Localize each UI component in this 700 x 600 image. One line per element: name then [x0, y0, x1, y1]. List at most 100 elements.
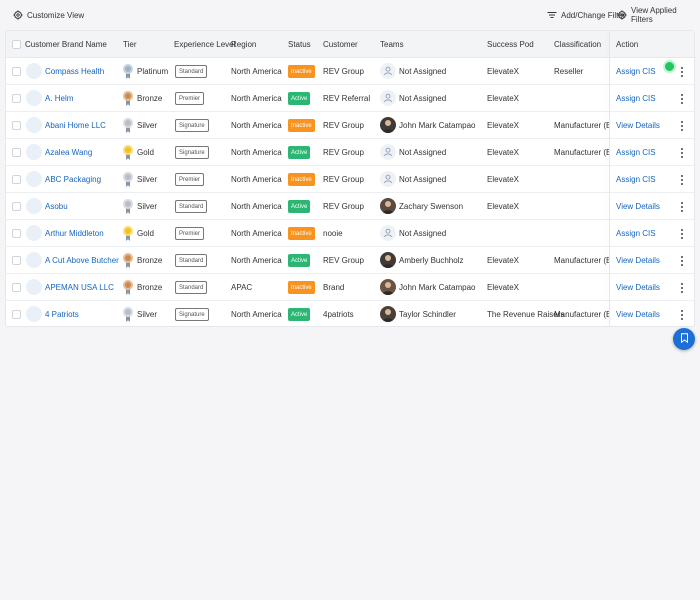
brand-name-link[interactable]: Arthur Middleton	[45, 229, 104, 238]
classification-text	[554, 220, 610, 247]
brand-name-link[interactable]: Asobu	[45, 202, 68, 211]
success-pod-text: ElevateX	[487, 202, 520, 211]
view-applied-filters-button[interactable]: View Applied Filters	[617, 6, 700, 24]
success-pod-text: ElevateX	[487, 175, 520, 184]
customer-text: REV Group	[323, 67, 364, 76]
add-change-filter-button[interactable]: Add/Change Filter	[547, 8, 625, 22]
customer-text: nooie	[323, 229, 343, 238]
header-customer[interactable]: Customer	[323, 40, 358, 49]
user-placeholder-icon	[380, 144, 396, 160]
user-placeholder-icon	[380, 171, 396, 187]
more-options-icon[interactable]	[677, 308, 687, 322]
add-change-filter-label: Add/Change Filter	[561, 10, 626, 20]
row-checkbox[interactable]	[12, 229, 21, 238]
brand-avatar	[26, 225, 42, 241]
status-badge: Active	[288, 200, 311, 213]
header-brand[interactable]: Customer Brand Name	[25, 40, 107, 49]
bookmark-fab-button[interactable]	[673, 328, 695, 350]
row-checkbox[interactable]	[12, 310, 21, 319]
more-options-icon[interactable]	[677, 92, 687, 106]
classification-text: Manufacturer (Brand)	[554, 310, 610, 319]
customize-view-button[interactable]: Customize View	[13, 8, 84, 22]
customer-text: REV Group	[323, 148, 364, 157]
customize-view-label: Customize View	[27, 10, 85, 20]
more-options-icon[interactable]	[677, 146, 687, 160]
more-options-icon[interactable]	[677, 281, 687, 295]
row-checkbox[interactable]	[12, 283, 21, 292]
brand-name-link[interactable]: 4 Patriots	[45, 310, 79, 319]
row-checkbox[interactable]	[12, 256, 21, 265]
more-options-icon[interactable]	[677, 254, 687, 268]
header-classification[interactable]: Classification	[554, 40, 602, 49]
more-options-icon[interactable]	[677, 200, 687, 214]
team-member-avatar	[380, 117, 396, 133]
gear-icon	[13, 10, 23, 20]
brand-name-link[interactable]: APEMAN USA LLC	[45, 283, 114, 292]
header-teams[interactable]: Teams	[380, 40, 404, 49]
region-text: North America	[231, 202, 282, 211]
row-action-link[interactable]: Assign CIS	[616, 148, 656, 157]
customer-table: Customer Brand Name Tier Experience Leve…	[5, 30, 695, 327]
user-placeholder-icon	[380, 63, 396, 79]
table-header: Customer Brand Name Tier Experience Leve…	[6, 31, 694, 58]
more-options-icon[interactable]	[677, 173, 687, 187]
row-checkbox[interactable]	[12, 94, 21, 103]
team-member-name: Amberly Buchholz	[399, 256, 464, 265]
header-region[interactable]: Region	[231, 40, 257, 49]
more-options-icon[interactable]	[677, 119, 687, 133]
experience-level-badge: Standard	[175, 65, 208, 78]
team-member-name: Not Assigned	[399, 94, 447, 103]
customer-text: REV Group	[323, 175, 364, 184]
row-checkbox[interactable]	[12, 148, 21, 157]
customer-text: Brand	[323, 283, 345, 292]
team-member-name: Not Assigned	[399, 175, 447, 184]
more-options-icon[interactable]	[677, 65, 687, 79]
row-action-link[interactable]: View Details	[616, 256, 660, 265]
header-status[interactable]: Status	[288, 40, 311, 49]
brand-name-link[interactable]: Azalea Wang	[45, 148, 93, 157]
medal-icon	[123, 253, 133, 268]
row-action-link[interactable]: Assign CIS	[616, 67, 656, 76]
toolbar: Customize View Add/Change Filter View Ap…	[0, 0, 700, 30]
row-action-link[interactable]: View Details	[616, 202, 660, 211]
row-action-link[interactable]: Assign CIS	[616, 229, 656, 238]
customer-text: REV Group	[323, 202, 364, 211]
view-applied-filters-label: View Applied Filters	[631, 6, 677, 24]
customer-text: REV Referral	[323, 94, 371, 103]
region-text: North America	[231, 175, 282, 184]
row-action-link[interactable]: View Details	[616, 121, 660, 130]
gear-icon	[617, 10, 627, 20]
user-placeholder-icon	[380, 225, 396, 241]
success-pod-text: ElevateX	[487, 256, 520, 265]
success-pod-text: ElevateX	[487, 94, 520, 103]
header-success-pod[interactable]: Success Pod	[487, 40, 534, 49]
brand-name-link[interactable]: Abani Home LLC	[45, 121, 106, 130]
success-pod-text: The Revenue Raisers	[487, 310, 565, 319]
row-checkbox[interactable]	[12, 67, 21, 76]
brand-avatar	[26, 117, 42, 133]
classification-text: Manufacturer (Brand)	[554, 148, 610, 157]
row-action-link[interactable]: View Details	[616, 283, 660, 292]
experience-level-badge: Signature	[175, 119, 209, 132]
row-action-link[interactable]: View Details	[616, 310, 660, 319]
more-options-icon[interactable]	[677, 227, 687, 241]
header-tier[interactable]: Tier	[123, 40, 137, 49]
row-checkbox[interactable]	[12, 121, 21, 130]
brand-name-link[interactable]: ABC Packaging	[45, 175, 102, 184]
tier-label: Bronze	[137, 256, 163, 265]
select-all-checkbox[interactable]	[12, 40, 21, 49]
team-member-name: Zachary Swenson	[399, 202, 464, 211]
status-badge: Inactive	[288, 227, 315, 240]
brand-name-link[interactable]: Compass Health	[45, 67, 105, 76]
row-action-link[interactable]: Assign CIS	[616, 94, 656, 103]
status-badge: Inactive	[288, 65, 315, 78]
header-experience[interactable]: Experience Level	[174, 40, 236, 49]
brand-name-link[interactable]: A Cut Above Butcher	[45, 256, 119, 265]
tier-label: Silver	[137, 310, 158, 319]
experience-level-badge: Standard	[175, 200, 208, 213]
brand-name-link[interactable]: A. Helm	[45, 94, 74, 103]
row-checkbox[interactable]	[12, 202, 21, 211]
success-pod-text: ElevateX	[487, 67, 520, 76]
row-checkbox[interactable]	[12, 175, 21, 184]
row-action-link[interactable]: Assign CIS	[616, 175, 656, 184]
